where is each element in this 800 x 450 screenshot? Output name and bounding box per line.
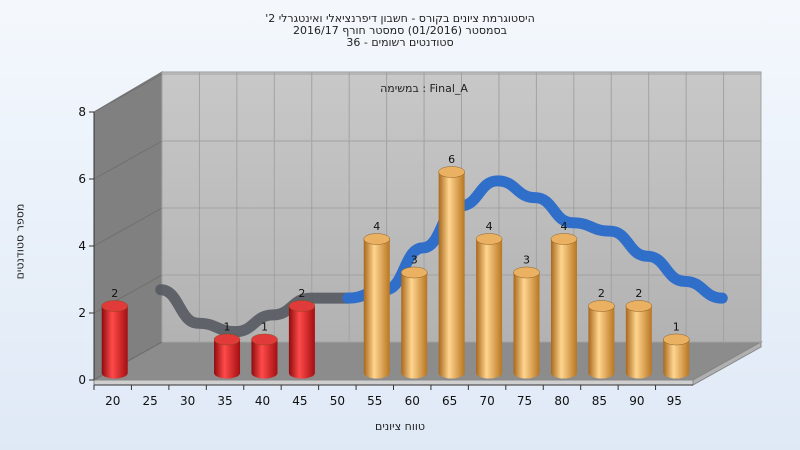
x-tick-label: 50 bbox=[330, 394, 345, 408]
assignment-annotation: במשימה : Final_A bbox=[380, 82, 468, 95]
bar-cap bbox=[288, 300, 316, 312]
data-label: 3 bbox=[523, 254, 530, 267]
bar-cap bbox=[251, 333, 278, 346]
chart-title-line-3: סטודנטים רשומים - 36 bbox=[346, 36, 454, 49]
bar-cap bbox=[101, 300, 128, 312]
side-gridline bbox=[93, 140, 163, 180]
y-tick-label: 6 bbox=[78, 172, 86, 186]
bar-cap bbox=[213, 333, 241, 346]
bar bbox=[213, 333, 241, 379]
curve-back-segment bbox=[155, 284, 354, 338]
floor-edge bbox=[93, 379, 694, 386]
bar-body bbox=[588, 306, 615, 379]
x-tick-label: 60 bbox=[405, 394, 420, 408]
bar-cap bbox=[401, 266, 428, 279]
chart-title-line-2: בסמסטר (01/2016) סמסטר חורף 2016/17 bbox=[293, 24, 507, 37]
x-tick-label: 25 bbox=[143, 394, 158, 408]
data-label: 1 bbox=[224, 321, 231, 334]
bar bbox=[401, 266, 428, 379]
data-label: 2 bbox=[111, 287, 118, 300]
x-tick-label: 65 bbox=[442, 394, 457, 408]
bar bbox=[625, 300, 653, 379]
bar-cap bbox=[513, 266, 540, 279]
x-tick-label: 95 bbox=[667, 394, 682, 408]
bar-body bbox=[288, 306, 315, 379]
data-label: 6 bbox=[448, 153, 455, 166]
bar-body bbox=[363, 239, 390, 379]
bar-body bbox=[663, 339, 690, 379]
chart-walls bbox=[92, 71, 763, 386]
bar-body bbox=[438, 172, 465, 379]
bar bbox=[588, 300, 615, 379]
bar-cap bbox=[363, 233, 390, 245]
data-label: 1 bbox=[673, 321, 680, 334]
bar-body bbox=[550, 239, 577, 379]
chart-title-line-1: היסטוגרמת ציונים בקורס - חשבון דיפרנציאל… bbox=[265, 12, 535, 25]
x-tick-label: 55 bbox=[367, 394, 382, 408]
curve-front-segment bbox=[342, 175, 728, 304]
bar-cap bbox=[438, 166, 465, 178]
x-tick-label: 85 bbox=[592, 394, 607, 408]
bar-cap bbox=[625, 300, 653, 312]
x-tick-label: 30 bbox=[180, 394, 195, 408]
x-tick-label: 35 bbox=[217, 394, 232, 408]
y-tick-label: 2 bbox=[78, 306, 86, 320]
bar-body bbox=[625, 306, 652, 379]
x-tick-label: 75 bbox=[517, 394, 532, 408]
y-axis-label: מספר סטודנטים bbox=[13, 203, 27, 280]
data-label: 1 bbox=[261, 321, 268, 334]
side-gridline bbox=[93, 207, 163, 247]
x-tick-label: 45 bbox=[292, 394, 307, 408]
bar bbox=[550, 233, 578, 379]
bar-group bbox=[101, 166, 690, 379]
data-label: 2 bbox=[598, 287, 605, 300]
bar bbox=[251, 333, 278, 379]
distribution-curve bbox=[155, 175, 728, 338]
bar bbox=[363, 233, 390, 379]
y-tick-label: 0 bbox=[78, 373, 86, 387]
x-tick-label: 70 bbox=[479, 394, 494, 408]
x-axis-label: טווח ציונים bbox=[375, 420, 425, 433]
data-label-group: 2 1 1 2 4 3 6 4 3 4 2 2 1 bbox=[111, 153, 680, 334]
y-tick-label: 4 bbox=[78, 239, 86, 253]
data-label: 2 bbox=[635, 287, 642, 300]
bar-body bbox=[251, 339, 278, 379]
data-label: 4 bbox=[486, 220, 493, 233]
bar bbox=[475, 233, 503, 379]
data-label: 4 bbox=[373, 220, 380, 233]
axes-group: 0 2 4 6 8 20 25 30 35 40 45 50 55 60 65 70 75 80 85 90 95 bbox=[78, 105, 693, 408]
data-label: 3 bbox=[411, 254, 418, 267]
x-tick-label: 80 bbox=[554, 394, 569, 408]
x-tick-label: 20 bbox=[105, 394, 120, 408]
floor-edge-side bbox=[692, 341, 762, 386]
bar bbox=[438, 166, 465, 379]
y-tick-label: 8 bbox=[78, 105, 86, 119]
bar-cap bbox=[663, 333, 690, 346]
x-tick-label: 40 bbox=[255, 394, 270, 408]
bar-cap bbox=[550, 233, 578, 245]
side-gridline bbox=[93, 73, 163, 113]
bar-body bbox=[513, 272, 540, 379]
bar-body bbox=[214, 339, 241, 379]
bar-body bbox=[101, 306, 128, 379]
bar bbox=[513, 266, 540, 379]
bar-cap bbox=[588, 300, 615, 312]
bar bbox=[663, 333, 690, 379]
bar-cap bbox=[475, 233, 503, 245]
bar bbox=[101, 300, 128, 379]
floor bbox=[92, 341, 763, 381]
bar-body bbox=[476, 239, 503, 379]
data-label: 2 bbox=[298, 287, 305, 300]
bar-body bbox=[401, 272, 428, 379]
data-label: 4 bbox=[560, 220, 567, 233]
bar bbox=[288, 300, 316, 379]
x-tick-label: 90 bbox=[629, 394, 644, 408]
